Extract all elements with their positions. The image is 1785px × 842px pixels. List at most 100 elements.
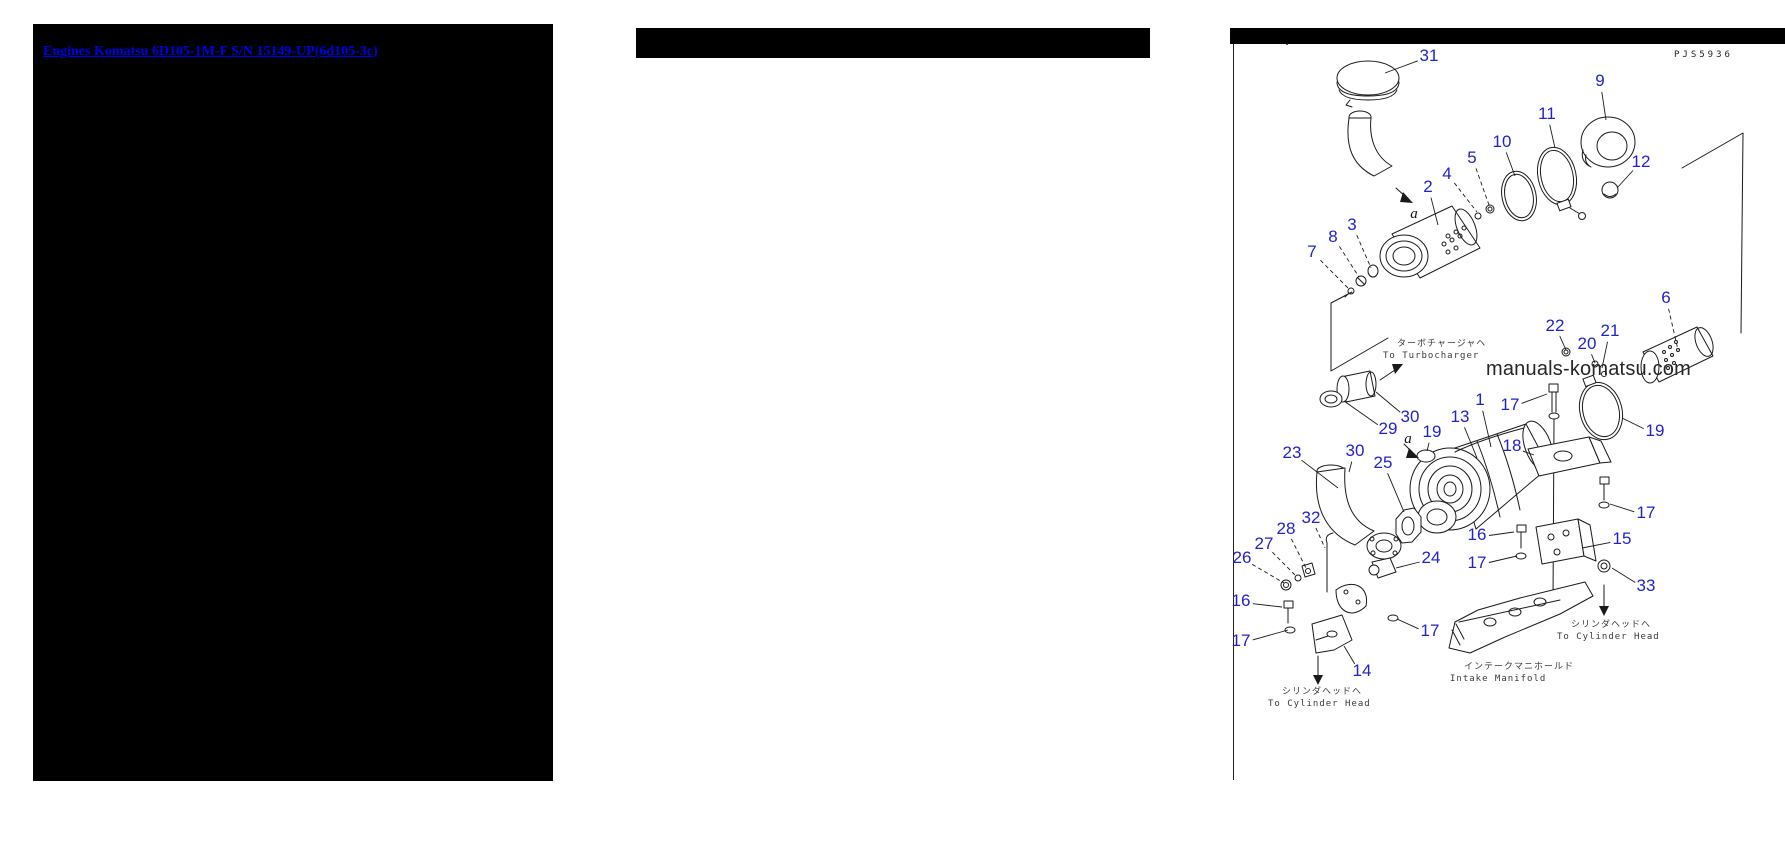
callout-32: 32: [1302, 508, 1321, 527]
annotation-jp: インテークマニホールド: [1464, 661, 1574, 672]
leader-line: [1348, 461, 1353, 473]
callout-1: 1: [1475, 390, 1484, 409]
leader-line: [1616, 170, 1634, 189]
leader-line: [1488, 555, 1518, 563]
callout-28: 28: [1277, 519, 1296, 538]
callout-25: 25: [1374, 453, 1393, 472]
leader-line: [1251, 563, 1285, 584]
leader-line: [1601, 341, 1608, 369]
annotation-en: To Turbocharger: [1383, 351, 1479, 361]
callout-23: 23: [1283, 443, 1302, 462]
callout-19: 19: [1423, 422, 1442, 441]
callout-16: 16: [1468, 525, 1487, 544]
annotation-jp: ターボチャージャヘ: [1397, 338, 1486, 349]
top-black-bar: [636, 28, 1150, 58]
callout-20: 20: [1578, 334, 1597, 353]
callout-21: 21: [1601, 321, 1620, 340]
leader-line: [1601, 91, 1607, 121]
callout-22: 22: [1546, 316, 1565, 335]
callout-7: 7: [1307, 242, 1316, 261]
callout-31: 31: [1420, 46, 1439, 65]
leader-line: [1395, 561, 1420, 569]
callout-17: 17: [1637, 503, 1656, 522]
callout-29: 29: [1379, 419, 1398, 438]
callout-30: 30: [1346, 441, 1365, 460]
callout-8: 8: [1328, 227, 1337, 246]
leader-line: [1482, 410, 1492, 448]
leader-line: [1430, 197, 1439, 226]
callout-19: 19: [1646, 421, 1665, 440]
leader-line: [1426, 442, 1430, 452]
callout-6: 6: [1661, 288, 1670, 307]
callout-17: 17: [1501, 395, 1520, 414]
annotation-jp: シリンダヘッドへ: [1282, 685, 1362, 697]
leader-line: [1387, 473, 1405, 513]
callout-27: 27: [1255, 534, 1274, 553]
leader-line: [1343, 645, 1356, 665]
engine-model-link[interactable]: Engines Komatsu 6D105-1M-F S/N 15149-UP(…: [43, 44, 378, 59]
callout-12: 12: [1632, 152, 1651, 171]
leader-line: [1549, 124, 1556, 149]
callout-30: 30: [1401, 407, 1420, 426]
callout-10: 10: [1493, 132, 1512, 151]
callout-17: 17: [1421, 621, 1440, 640]
leader-line: [1505, 152, 1516, 177]
callout-24: 24: [1422, 548, 1441, 567]
watermark: manuals-komatsu.com: [1486, 358, 1691, 380]
leader-line: [1252, 603, 1283, 608]
parts-diagram-panel: To Cylinder Head PJS5936 manuals-komatsu…: [1230, 24, 1785, 784]
leader-line: [1272, 551, 1297, 577]
callout-17: 17: [1468, 553, 1487, 572]
leader-line: [1343, 400, 1379, 426]
leader-line: [1315, 527, 1326, 549]
leader-line: [1320, 259, 1349, 289]
leader-line: [1591, 354, 1596, 364]
leader-line: [1521, 393, 1548, 404]
leader-line: [1464, 427, 1478, 459]
leader-line: [1522, 450, 1535, 456]
leader-line: [1668, 308, 1679, 351]
leader-line: [1290, 538, 1307, 569]
callout-13: 13: [1451, 407, 1470, 426]
leader-line: [1252, 629, 1289, 641]
annotation-jp: シリンダヘッドへ: [1571, 618, 1651, 630]
leader-line: [1581, 541, 1611, 549]
left-page-panel: Engines Komatsu 6D105-1M-F S/N 15149-UP(…: [33, 24, 553, 781]
leader-line: [1375, 391, 1401, 413]
callout-33: 33: [1637, 576, 1656, 595]
callout-17: 17: [1232, 631, 1251, 650]
leader-line: [1339, 246, 1360, 278]
leader-line: [1559, 336, 1567, 351]
callout-26: 26: [1233, 548, 1252, 567]
callout-16: 16: [1232, 591, 1251, 610]
callout-18: 18: [1503, 436, 1522, 455]
leader-line: [1621, 417, 1644, 430]
leader-line: [1611, 567, 1636, 583]
leader-line: [1301, 459, 1339, 489]
leader-line: [1488, 531, 1515, 536]
callout-9: 9: [1595, 71, 1604, 90]
callout-3: 3: [1347, 215, 1356, 234]
leader-line: [1396, 618, 1419, 630]
leader-line: [1356, 235, 1372, 269]
leader-line: [1384, 60, 1419, 74]
ref-letter-a: a: [1410, 206, 1418, 222]
cap-31: [1336, 60, 1400, 96]
callout-14: 14: [1353, 661, 1372, 680]
annotation-en: To Cylinder Head: [1557, 632, 1660, 642]
ref-letter-a: a: [1404, 431, 1412, 447]
annotation-en: Intake Manifold: [1450, 674, 1546, 684]
leader-line: [1453, 182, 1478, 213]
callout-5: 5: [1467, 148, 1476, 167]
leader-line: [1475, 168, 1490, 206]
callout-15: 15: [1613, 529, 1632, 548]
diagram-header-bar: [1230, 28, 1785, 44]
leader-line: [1609, 503, 1635, 513]
annotation-en: To Cylinder Head: [1268, 699, 1371, 709]
callout-4: 4: [1442, 164, 1451, 183]
callout-11: 11: [1538, 104, 1556, 123]
diagram-left-border: [1233, 44, 1234, 780]
plate-code: PJS5936: [1674, 50, 1733, 60]
